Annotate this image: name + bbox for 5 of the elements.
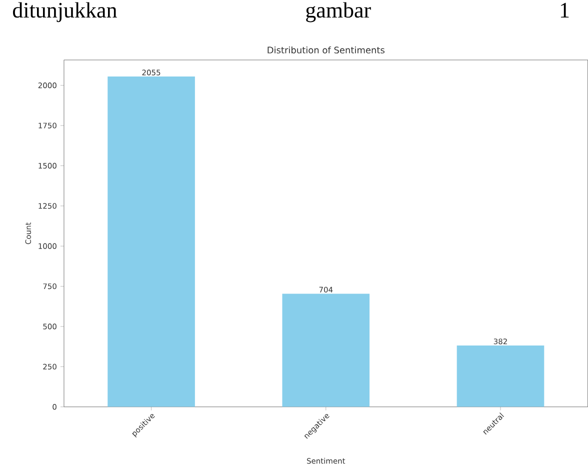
chart-title: Distribution of Sentiments bbox=[268, 46, 384, 54]
bar bbox=[282, 294, 370, 407]
text: ditunjukkan gambar 1 bbox=[13, 2, 569, 22]
bar bbox=[108, 76, 195, 407]
bar bbox=[456, 346, 544, 407]
